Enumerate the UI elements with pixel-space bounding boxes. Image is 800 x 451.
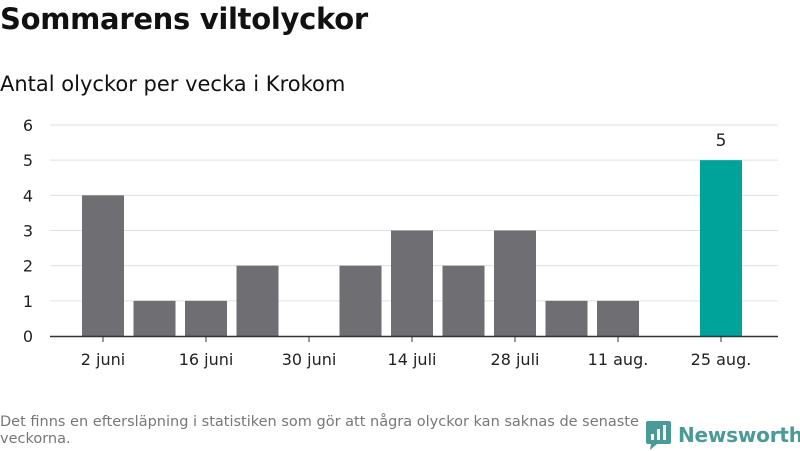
y-tick-label: 1 xyxy=(23,292,33,311)
bar xyxy=(442,265,485,336)
bars xyxy=(82,160,742,336)
bar xyxy=(82,195,124,336)
chart-title: Sommarens viltolyckor xyxy=(0,2,368,36)
brand[interactable]: Newsworthy xyxy=(645,419,800,451)
x-tick-label: 2 juni xyxy=(81,350,125,369)
x-tick-label: 28 juli xyxy=(491,350,540,369)
bar-chart-speech-bubble-icon xyxy=(646,420,671,450)
y-tick-label: 4 xyxy=(23,186,33,205)
bar xyxy=(597,300,639,336)
x-tick-label: 14 juli xyxy=(388,350,437,369)
bar xyxy=(494,230,536,336)
x-tick-label: 11 aug. xyxy=(588,350,649,369)
bar xyxy=(391,230,433,336)
y-tick-label: 6 xyxy=(23,116,33,135)
x-axis-ticks: 2 juni 16 juni 30 juni 14 juli 28 juli 11 aug… xyxy=(81,336,752,369)
data-label: 5 xyxy=(716,131,727,151)
brand-name[interactable]: Newsworthy xyxy=(678,423,800,447)
bar xyxy=(700,160,742,336)
y-tick-label: 5 xyxy=(23,151,33,170)
bar-chart: 0 1 2 3 4 5 6 2 juni 16 juni 30 juni 14 juli 28 ju… xyxy=(23,116,778,369)
chart-subtitle: Antal olyckor per vecka i Krokom xyxy=(0,72,346,96)
y-axis-ticks: 0 1 2 3 4 5 6 xyxy=(23,116,33,346)
y-tick-label: 0 xyxy=(23,327,33,346)
data-labels: 5 xyxy=(716,131,727,151)
bar xyxy=(185,300,227,336)
x-tick-label: 30 juni xyxy=(282,350,337,369)
bar xyxy=(133,300,176,336)
bar xyxy=(236,265,279,336)
bar xyxy=(545,300,588,336)
footnote: Det finns en eftersläpning i statistiken… xyxy=(0,414,639,447)
y-tick-label: 2 xyxy=(23,257,33,276)
x-tick-label: 25 aug. xyxy=(691,350,752,369)
y-tick-label: 3 xyxy=(23,222,33,241)
x-tick-label: 16 juni xyxy=(179,350,234,369)
bar xyxy=(339,265,382,336)
